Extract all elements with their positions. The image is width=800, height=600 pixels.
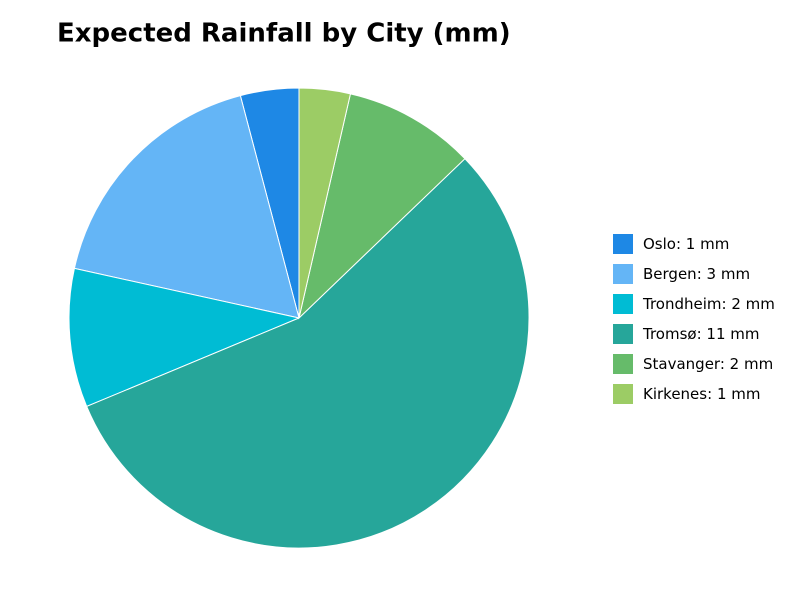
legend-label: Trondheim: 2 mm (642, 295, 775, 313)
pie-slice (73, 94, 300, 319)
legend-swatch (613, 324, 633, 344)
legend-value: 2 mm (730, 355, 774, 373)
legend-value: 3 mm (707, 265, 751, 283)
pie-slice (86, 157, 530, 549)
legend-label: Stavanger: 2 mm (643, 355, 773, 373)
legend-label: Bergen: 3 mm (643, 265, 750, 283)
pie-slice (68, 267, 301, 408)
pie (68, 87, 530, 549)
legend-swatch (613, 264, 633, 284)
legend-value: 2 mm (731, 295, 775, 313)
legend-value: 1 mm (717, 385, 761, 403)
legend-label: Oslo: 1 mm (643, 235, 729, 253)
legend-name: Trondheim (642, 295, 722, 313)
legend-label: Tromsø: 11 mm (642, 325, 760, 343)
legend-swatch (613, 234, 633, 254)
legend-swatch (613, 354, 633, 374)
legend-swatch (613, 294, 633, 314)
legend-swatch (613, 384, 633, 404)
legend-name: Kirkenes (643, 385, 707, 403)
legend-label: Kirkenes: 1 mm (643, 385, 760, 403)
pie-slice (298, 87, 352, 319)
pie-slice (298, 93, 466, 320)
legend-name: Oslo (643, 235, 676, 253)
legend-name: Tromsø (642, 325, 697, 343)
legend-value: 1 mm (686, 235, 730, 253)
chart-title: Expected Rainfall by City (mm) (57, 19, 511, 49)
legend-name: Stavanger (643, 355, 721, 373)
legend-name: Bergen (643, 265, 697, 283)
legend-value: 11 mm (706, 325, 759, 343)
